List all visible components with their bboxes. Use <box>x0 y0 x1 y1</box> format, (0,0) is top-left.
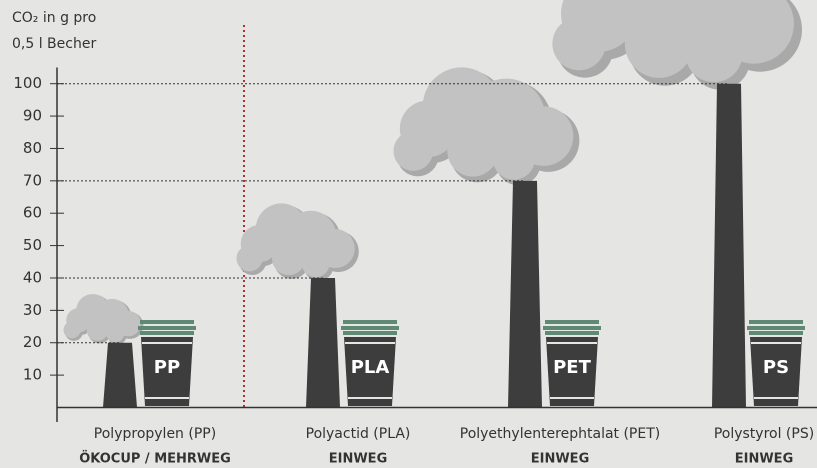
cup-lid <box>140 331 194 335</box>
chimney <box>103 343 137 408</box>
cup-label: PET <box>553 357 591 378</box>
chart: CO₂ in g pro 0,5 l Becher PP Polypropylen… <box>0 0 817 468</box>
y-tick-label: 50 <box>23 236 42 254</box>
category-sublabel: EINWEG <box>531 452 590 467</box>
category-label: Polyethylenterephtalat (PET) <box>460 426 660 442</box>
cup-lid <box>545 331 599 335</box>
cup-lid <box>749 331 803 335</box>
cup-label: PP <box>154 357 180 378</box>
chimney <box>712 84 746 408</box>
cloud <box>552 17 605 70</box>
cup-lid <box>749 320 803 324</box>
y-tick-label: 60 <box>23 204 42 222</box>
category-label: Polypropylen (PP) <box>94 426 216 442</box>
cloud <box>272 242 306 276</box>
cup-label: PS <box>763 357 789 378</box>
y-tick-label: 70 <box>23 171 42 189</box>
category-sublabel: EINWEG <box>735 452 794 467</box>
y-tick-label: 90 <box>23 107 42 125</box>
cloud <box>447 126 498 177</box>
cup-lid <box>138 326 196 330</box>
cup-lid <box>543 326 601 330</box>
cloud <box>393 131 433 171</box>
cup-lid <box>343 331 397 335</box>
y-tick-label: 30 <box>23 301 42 319</box>
y-tick-label: 10 <box>23 366 42 384</box>
cup-lid <box>140 320 194 324</box>
category-sublabel: ÖKOCUP / MEHRWEG <box>79 451 231 467</box>
cloud <box>87 319 109 341</box>
cup-label: PLA <box>351 357 390 378</box>
y-axis-label: CO₂ in g pro <box>12 10 96 26</box>
cloud <box>63 321 80 338</box>
y-tick-label: 100 <box>13 74 42 92</box>
chimney <box>306 278 340 408</box>
cloud <box>625 9 693 77</box>
cloud <box>236 245 262 271</box>
category-label: Polyactid (PLA) <box>306 426 411 442</box>
cup-lid <box>747 326 805 330</box>
cloud <box>493 137 535 179</box>
cup-lid <box>341 326 399 330</box>
category-label: Polystyrol (PS) <box>714 426 814 442</box>
chimney <box>508 181 542 408</box>
y-tick-label: 40 <box>23 268 42 286</box>
category-sublabel: EINWEG <box>329 452 388 467</box>
cloud <box>686 25 743 82</box>
y-tick-label: 20 <box>23 333 42 351</box>
y-axis-label: 0,5 l Becher <box>12 36 96 52</box>
y-tick-label: 80 <box>23 139 42 157</box>
page: CO₂ in g pro 0,5 l Becher PP Polypropylen… <box>0 0 817 468</box>
cloud <box>106 324 124 342</box>
cloud <box>302 249 330 277</box>
cup-lid <box>343 320 397 324</box>
cup-lid <box>545 320 599 324</box>
